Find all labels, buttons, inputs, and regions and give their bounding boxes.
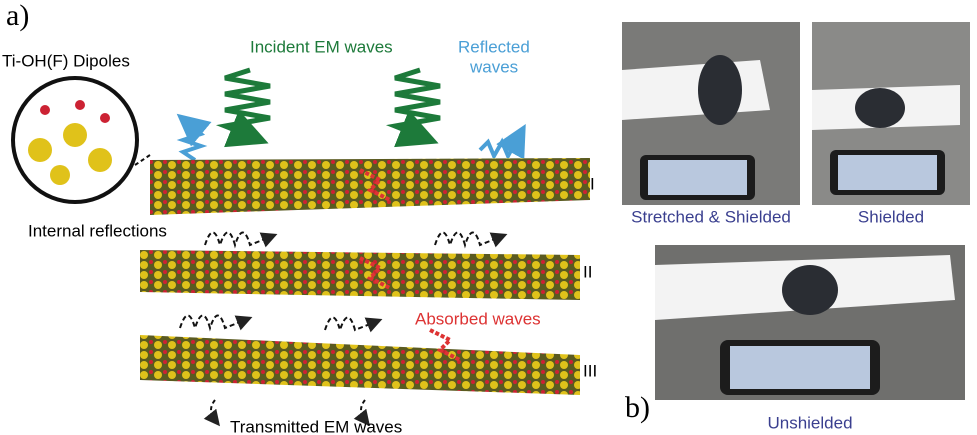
caption: Unshielded bbox=[767, 413, 852, 432]
caption: Shielded bbox=[858, 207, 924, 226]
panel-label: a) bbox=[6, 0, 29, 32]
internal-wave bbox=[180, 316, 245, 329]
incident-wave bbox=[225, 70, 270, 136]
atom bbox=[63, 123, 87, 147]
layer-label: I bbox=[590, 174, 595, 193]
absorbed-label: Absorbed waves bbox=[415, 309, 541, 328]
internal-wave bbox=[325, 318, 375, 331]
atom bbox=[100, 113, 110, 123]
figure: a) Ti-OH(F) Dipoles Incident EM waves Re… bbox=[0, 0, 977, 435]
layer bbox=[140, 335, 580, 395]
dipole-label: Ti-OH(F) Dipoles bbox=[2, 51, 130, 70]
panel-a: a) Ti-OH(F) Dipoles Incident EM waves Re… bbox=[2, 0, 597, 435]
sensor bbox=[855, 88, 905, 128]
panel-label: b) bbox=[625, 391, 650, 424]
reflected-wave bbox=[183, 124, 201, 160]
reflected-wave bbox=[480, 138, 518, 156]
panel-b: Stretched & Shielded Shielded b) Unshiel… bbox=[622, 22, 970, 432]
screen bbox=[730, 346, 870, 389]
internal-wave bbox=[205, 233, 270, 246]
atom bbox=[75, 100, 85, 110]
arm bbox=[622, 60, 770, 120]
reflected-label: Reflected bbox=[458, 37, 530, 56]
incident-label: Incident EM waves bbox=[250, 37, 393, 56]
sensor bbox=[698, 55, 742, 125]
atom bbox=[88, 148, 112, 172]
caption: Stretched & Shielded bbox=[631, 207, 791, 226]
layer bbox=[140, 250, 580, 300]
sensor bbox=[782, 265, 838, 315]
internal-label: Internal reflections bbox=[28, 221, 167, 240]
atom bbox=[40, 105, 50, 115]
screen bbox=[648, 160, 747, 195]
layer bbox=[150, 158, 590, 215]
atom bbox=[50, 165, 70, 185]
screen bbox=[838, 155, 937, 190]
layer-label: II bbox=[583, 262, 592, 281]
layer-label: III bbox=[583, 361, 597, 380]
internal-wave bbox=[435, 233, 500, 246]
atom bbox=[28, 138, 52, 162]
zoom-line bbox=[135, 155, 150, 165]
transmitted-wave bbox=[211, 400, 215, 420]
transmitted-label: Transmitted EM waves bbox=[230, 417, 402, 435]
reflected-label: waves bbox=[469, 57, 518, 76]
incident-wave bbox=[395, 70, 440, 136]
